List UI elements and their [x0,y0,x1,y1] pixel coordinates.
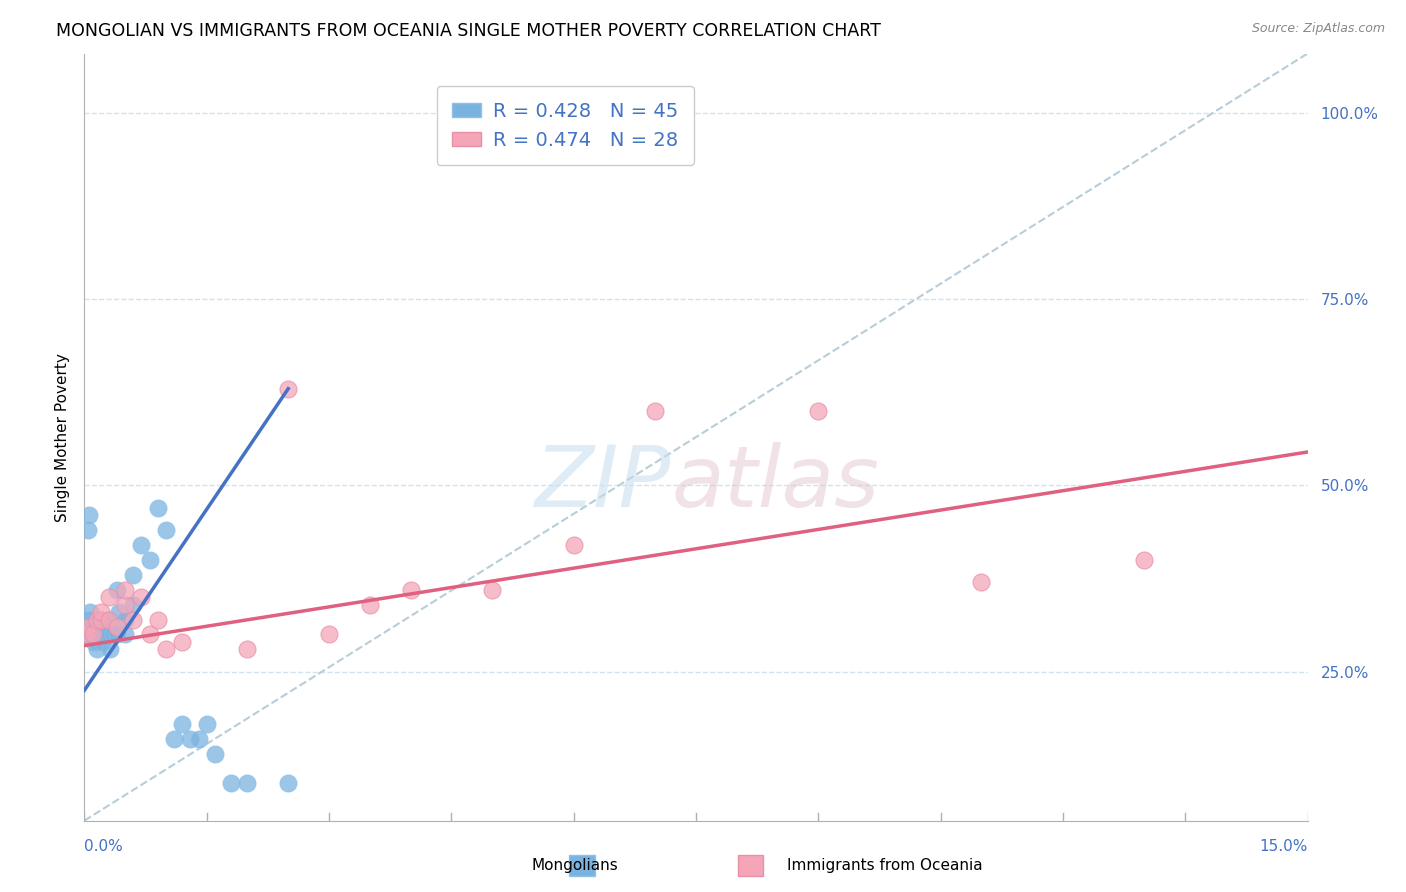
Point [86,642,108,657]
Point [114,582,136,597]
Point [100,642,122,657]
Point [80,627,103,641]
Point [75,620,97,634]
Point [155,642,177,657]
Point [163,731,186,746]
Point [97,591,120,605]
Point [93,627,115,641]
Point [90,613,112,627]
Y-axis label: Single Mother Poverty: Single Mother Poverty [55,352,70,522]
Point [236,642,259,657]
Point [83,635,105,649]
Point [76,627,98,641]
Point [97,613,120,627]
Point [399,582,422,597]
Point [79,605,101,619]
Point [105,627,128,641]
Text: Mongolians: Mongolians [531,858,619,872]
Point [77,508,100,523]
Point [84,620,107,634]
Point [82,627,104,641]
Point [84,620,107,634]
Point [122,567,145,582]
Point [86,613,108,627]
Point [146,613,169,627]
Point [179,731,201,746]
Point [76,627,98,641]
Point [114,627,136,641]
Point [90,605,112,619]
Point [277,382,299,396]
Text: Source: ZipAtlas.com: Source: ZipAtlas.com [1251,22,1385,36]
Point [87,627,110,641]
Point [138,627,160,641]
Point [97,627,120,641]
Text: atlas: atlas [672,442,880,524]
Text: 0.0%: 0.0% [84,839,124,855]
Point [195,716,218,731]
Point [1133,553,1156,567]
Point [131,591,153,605]
Point [481,582,503,597]
Point [77,620,100,634]
Point [105,620,128,634]
Point [219,776,242,790]
Point [122,613,145,627]
Point [90,613,112,627]
Point [359,598,381,612]
Point [91,635,114,649]
Point [318,627,340,641]
Point [122,598,145,612]
Point [277,776,299,790]
Text: ZIP: ZIP [536,442,672,524]
Point [146,500,169,515]
Legend: R = 0.428   N = 45, R = 0.474   N = 28: R = 0.428 N = 45, R = 0.474 N = 28 [437,87,693,165]
Point [114,598,136,612]
Point [82,620,104,634]
Point [138,553,160,567]
Point [87,627,110,641]
Point [172,716,194,731]
Point [187,731,209,746]
Point [562,538,585,552]
Point [76,613,98,627]
Point [114,613,136,627]
Point [105,582,128,597]
Point [77,523,100,537]
Point [131,538,153,552]
Point [94,620,117,634]
Point [86,635,108,649]
Point [90,627,112,641]
Text: MONGOLIAN VS IMMIGRANTS FROM OCEANIA SINGLE MOTHER POVERTY CORRELATION CHART: MONGOLIAN VS IMMIGRANTS FROM OCEANIA SIN… [56,22,882,40]
Point [97,613,120,627]
Point [204,747,226,761]
Point [807,404,830,418]
Point [80,620,103,634]
Point [155,523,177,537]
Point [970,575,993,590]
Point [236,776,259,790]
Point [107,605,129,619]
Text: 15.0%: 15.0% [1260,839,1308,855]
Point [172,635,194,649]
Point [101,627,124,641]
Point [644,404,666,418]
Text: Immigrants from Oceania: Immigrants from Oceania [787,858,983,872]
